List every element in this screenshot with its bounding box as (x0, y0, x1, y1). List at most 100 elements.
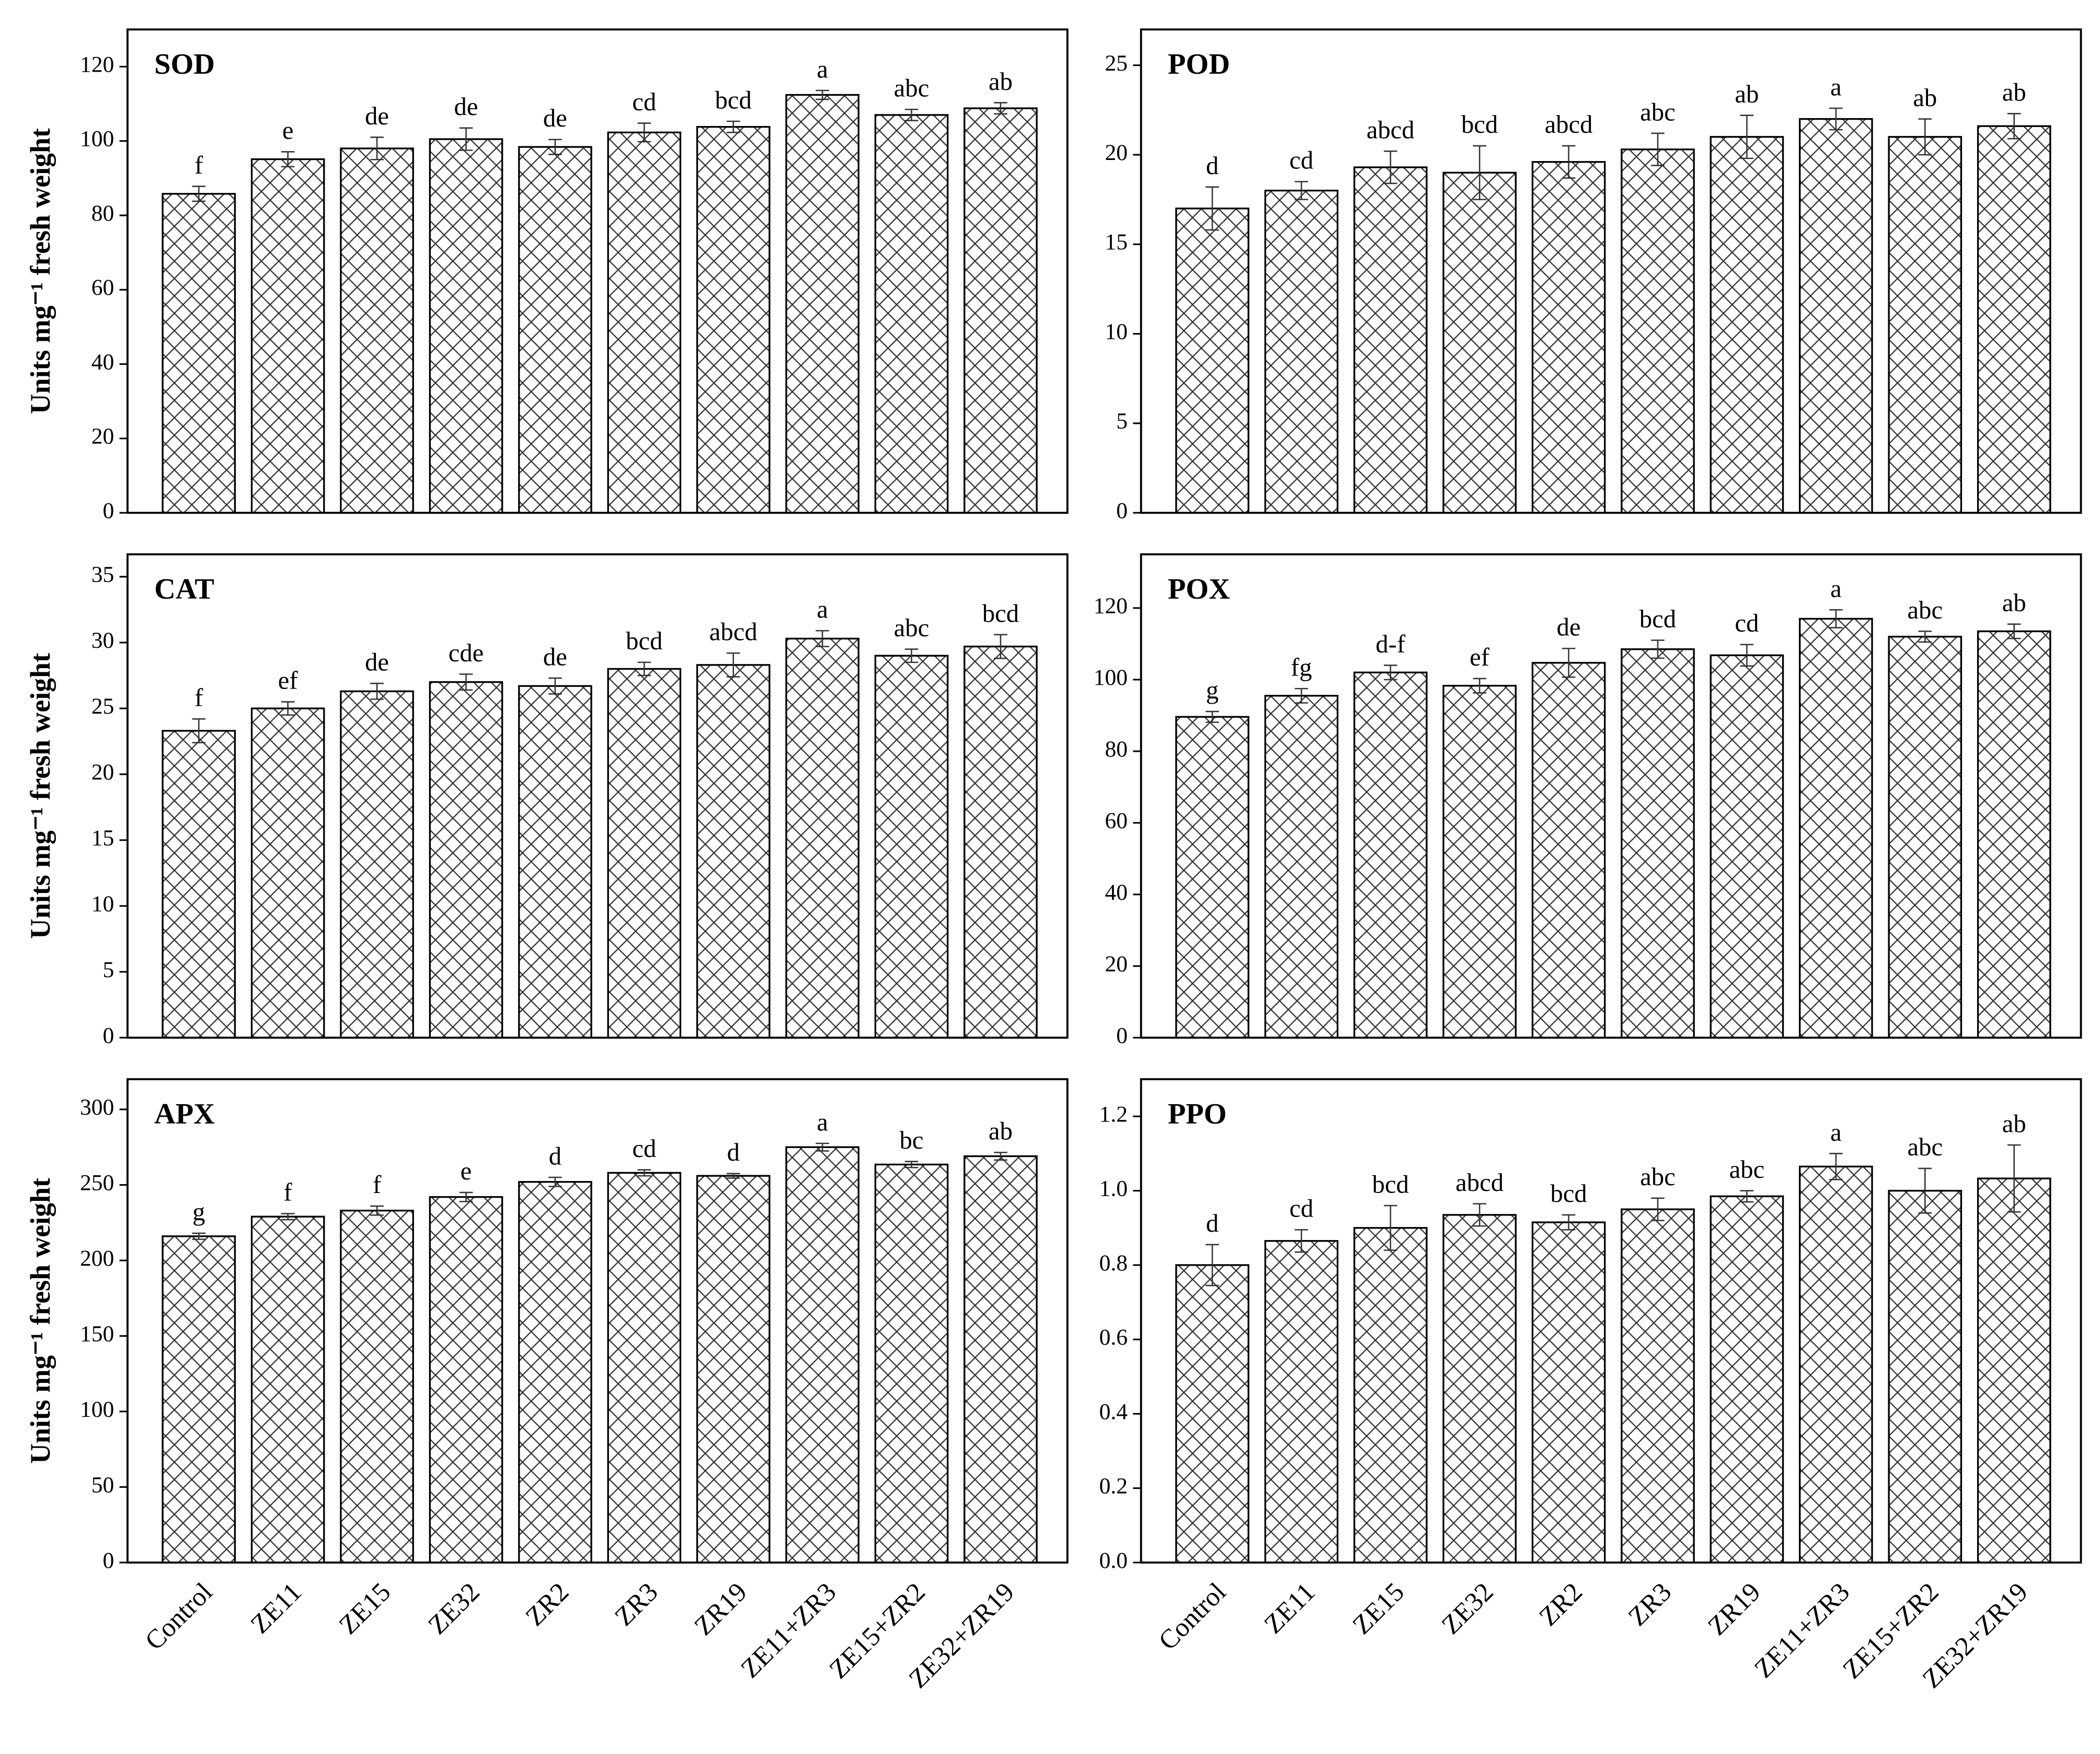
bar (696, 1175, 771, 1564)
y-tick-label: 0.4 (1099, 1399, 1128, 1424)
error-bar (2007, 1144, 2021, 1213)
y-tick-label: 120 (80, 52, 114, 77)
y-tick-label: 80 (91, 201, 114, 226)
significance-letter: de (365, 102, 389, 130)
y-tick-label: 100 (1094, 665, 1128, 690)
significance-letter: bcd (1372, 1170, 1409, 1198)
bar (696, 126, 771, 514)
significance-letter: e (282, 117, 294, 145)
bar (429, 138, 503, 514)
bar (340, 1209, 414, 1564)
significance-letter: de (365, 648, 389, 676)
bar (429, 1196, 503, 1564)
significance-letter: ab (989, 67, 1013, 96)
y-axis-label: Units mg⁻¹ fresh weight (25, 128, 56, 414)
bar (1531, 662, 1606, 1039)
y-tick-label: 100 (80, 127, 114, 152)
bar (1799, 617, 1873, 1039)
significance-letter: de (1557, 613, 1581, 641)
x-tick-label: ZR2 (1533, 1577, 1588, 1632)
bar (696, 664, 771, 1039)
significance-letter: ab (2002, 78, 2026, 107)
bar (1531, 1221, 1606, 1564)
y-tick-label: 25 (1105, 51, 1128, 76)
significance-letter: ef (1470, 643, 1490, 671)
y-tick-label: 250 (80, 1170, 114, 1195)
significance-letter: abc (894, 74, 929, 102)
error-bar (1562, 1214, 1576, 1231)
panel-title: CAT (154, 573, 214, 605)
significance-letter: abc (1640, 1163, 1676, 1191)
error-bar (2007, 623, 2021, 639)
error-bar (1740, 114, 1754, 159)
error-bar (459, 673, 473, 691)
significance-letter: abc (894, 614, 929, 642)
significance-letter: abc (1640, 98, 1676, 126)
significance-letter: abc (1729, 1155, 1765, 1184)
y-tick-label: 60 (1105, 808, 1128, 833)
bar (162, 1235, 236, 1564)
plot-frame (1140, 28, 2082, 514)
bar (1709, 654, 1784, 1039)
error-bar (904, 648, 919, 663)
plot-frame (127, 553, 1069, 1039)
x-tick-label: ZR3 (609, 1577, 664, 1632)
x-tick-label: ZE15 (334, 1577, 397, 1640)
y-tick-label: 5 (1116, 409, 1128, 434)
error-bar (370, 682, 384, 700)
panel-title: PPO (1168, 1098, 1227, 1130)
panel-title: APX (154, 1098, 215, 1130)
y-tick-label: 200 (80, 1246, 114, 1271)
bar (518, 146, 592, 514)
bar (1888, 136, 1963, 514)
bar (874, 114, 949, 514)
significance-letter: bcd (1639, 605, 1676, 633)
panel-title: POX (1168, 573, 1230, 605)
significance-letter: fg (1291, 653, 1312, 681)
error-bar (459, 1191, 473, 1202)
significance-letter: f (194, 683, 203, 712)
significance-letter: ef (278, 667, 299, 695)
bar (607, 131, 682, 514)
x-tick-label: Control (1153, 1577, 1232, 1656)
bar (785, 94, 859, 514)
x-tick-label: ZR3 (1623, 1577, 1678, 1632)
error-bar (1294, 687, 1309, 704)
y-tick-label: 120 (1094, 593, 1128, 618)
y-tick-label: 0.0 (1099, 1548, 1128, 1573)
y-tick-label: 300 (80, 1095, 114, 1120)
y-tick-label: 10 (1105, 319, 1128, 344)
y-tick-label: 50 (91, 1472, 114, 1497)
bar (1621, 148, 1695, 514)
significance-letter: abcd (1545, 110, 1593, 139)
bar (607, 1172, 682, 1564)
plot-frame (127, 1078, 1069, 1564)
y-tick-label: 15 (91, 826, 114, 851)
bar (1442, 1214, 1517, 1564)
y-tick-label: 1.2 (1099, 1102, 1128, 1127)
error-bar (1294, 181, 1309, 200)
error-bar (1473, 145, 1487, 200)
y-tick-label: 15 (1105, 230, 1128, 255)
significance-letter: a (1830, 1118, 1842, 1147)
y-tick-label: 0 (103, 1548, 114, 1573)
error-bar (1206, 710, 1219, 723)
significance-letter: cd (632, 88, 656, 116)
y-tick-label: 0 (103, 1023, 114, 1048)
bar (1175, 1264, 1249, 1564)
bar (1709, 136, 1784, 514)
bar (162, 193, 236, 514)
error-bar (1206, 186, 1219, 231)
error-bar (548, 1176, 562, 1187)
error-bar (816, 89, 829, 100)
x-tick-label: ZE32 (1436, 1577, 1499, 1640)
error-bar (1473, 1203, 1487, 1227)
y-tick-label: 20 (1105, 951, 1128, 977)
bar (874, 1163, 949, 1564)
y-tick-label: 5 (103, 957, 114, 982)
plot-frame (127, 28, 1069, 514)
bar (518, 685, 592, 1039)
error-bar (1651, 639, 1665, 659)
y-tick-label: 0 (1116, 498, 1128, 523)
